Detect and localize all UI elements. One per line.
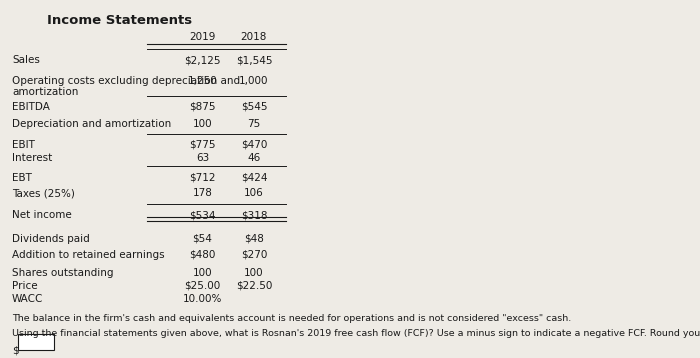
Text: Depreciation and amortization: Depreciation and amortization	[12, 120, 172, 129]
Text: $1,545: $1,545	[236, 55, 272, 65]
Text: EBITDA: EBITDA	[12, 102, 50, 112]
Text: Taxes (25%): Taxes (25%)	[12, 188, 75, 198]
Text: Using the financial statements given above, what is Rosnan's 2019 free cash flow: Using the financial statements given abo…	[12, 329, 700, 338]
Text: $25.00: $25.00	[184, 281, 220, 291]
FancyBboxPatch shape	[18, 334, 54, 350]
Text: $480: $480	[189, 250, 216, 260]
Text: $712: $712	[189, 173, 216, 183]
Text: 10.00%: 10.00%	[183, 294, 222, 304]
Text: $48: $48	[244, 233, 264, 243]
Text: Addition to retained earnings: Addition to retained earnings	[12, 250, 164, 260]
Text: Dividends paid: Dividends paid	[12, 233, 90, 243]
Text: $534: $534	[189, 210, 216, 220]
Text: 2019: 2019	[189, 33, 216, 43]
Text: Income Statements: Income Statements	[47, 14, 192, 27]
Text: 106: 106	[244, 188, 264, 198]
Text: 100: 100	[244, 268, 264, 278]
Text: $875: $875	[189, 102, 216, 112]
Text: 1,000: 1,000	[239, 76, 269, 86]
Text: Sales: Sales	[12, 55, 40, 65]
Text: 1,250: 1,250	[188, 76, 217, 86]
Text: 46: 46	[247, 153, 260, 163]
Text: $270: $270	[241, 250, 267, 260]
Text: Net income: Net income	[12, 210, 72, 220]
Text: 178: 178	[193, 188, 212, 198]
Text: $54: $54	[193, 233, 212, 243]
Text: Operating costs excluding depreciation and
amortization: Operating costs excluding depreciation a…	[12, 76, 240, 97]
Text: $22.50: $22.50	[236, 281, 272, 291]
Text: 2018: 2018	[241, 33, 267, 43]
Text: 63: 63	[196, 153, 209, 163]
Text: 100: 100	[193, 120, 212, 129]
Text: EBT: EBT	[12, 173, 32, 183]
Text: 100: 100	[193, 268, 212, 278]
Text: Interest: Interest	[12, 153, 52, 163]
Text: Shares outstanding: Shares outstanding	[12, 268, 113, 278]
Text: 75: 75	[247, 120, 260, 129]
Text: The balance in the firm's cash and equivalents account is needed for operations : The balance in the firm's cash and equiv…	[12, 314, 571, 323]
Text: $775: $775	[189, 140, 216, 150]
Text: $318: $318	[241, 210, 267, 220]
Text: $2,125: $2,125	[184, 55, 220, 65]
Text: WACC: WACC	[12, 294, 43, 304]
Text: $470: $470	[241, 140, 267, 150]
Text: EBIT: EBIT	[12, 140, 35, 150]
Text: Price: Price	[12, 281, 38, 291]
Text: $424: $424	[241, 173, 267, 183]
Text: $: $	[12, 345, 19, 355]
Text: $545: $545	[241, 102, 267, 112]
